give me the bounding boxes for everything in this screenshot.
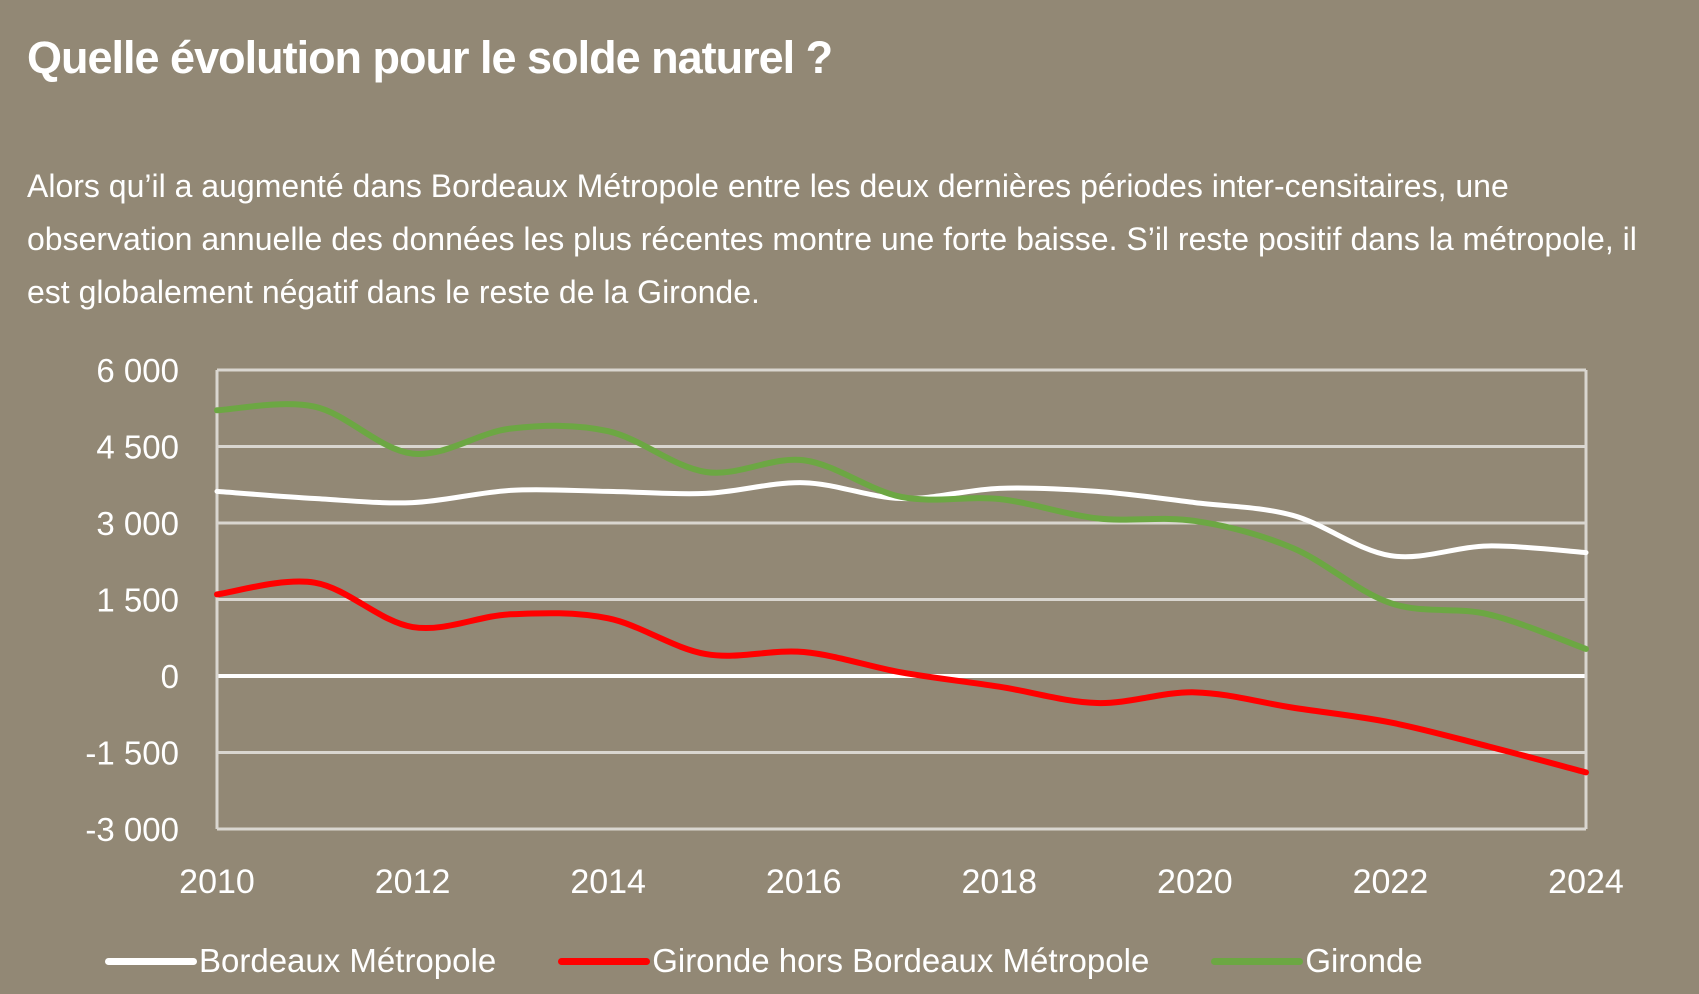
y-tick-label: -3 000 (85, 811, 179, 848)
legend-item: Gironde (1211, 942, 1423, 980)
y-tick-label: 4 500 (96, 429, 179, 466)
legend: Bordeaux Métropole Gironde hors Bordeaux … (105, 942, 1485, 980)
legend-item: Gironde hors Bordeaux Métropole (558, 942, 1149, 980)
legend-label: Gironde hors Bordeaux Métropole (652, 942, 1150, 979)
y-tick-label: 6 000 (96, 352, 179, 389)
y-tick-label: 1 500 (96, 582, 179, 619)
series-line-gironde (214, 401, 1589, 652)
chart-title: Quelle évolution pour le solde naturel ? (27, 32, 833, 83)
x-tick-label: 2022 (1353, 863, 1429, 901)
series-line-bordeaux-m-tropole (214, 480, 1589, 560)
x-tick-label: 2014 (570, 863, 646, 901)
series-line-gironde-hors-bordeaux-m-tropole (214, 578, 1589, 776)
y-tick-label: 3 000 (96, 505, 179, 542)
x-tick-label: 2012 (375, 863, 451, 901)
legend-item: Bordeaux Métropole (105, 942, 496, 980)
x-tick-label: 2024 (1548, 863, 1624, 901)
x-tick-label: 2020 (1157, 863, 1233, 901)
x-tick-label: 2016 (766, 863, 842, 901)
legend-swatch (1211, 957, 1304, 965)
x-tick-label: 2010 (179, 863, 255, 901)
legend-swatch (105, 957, 197, 965)
x-tick-label: 2018 (961, 863, 1037, 901)
chart-description: Alors qu’il a augmenté dans Bordeaux Mét… (27, 168, 1637, 310)
y-tick-label: -1 500 (85, 735, 179, 772)
legend-label: Bordeaux Métropole (199, 942, 497, 979)
legend-label: Gironde (1305, 942, 1423, 979)
y-tick-label: 0 (161, 658, 179, 695)
legend-swatch (558, 957, 651, 965)
